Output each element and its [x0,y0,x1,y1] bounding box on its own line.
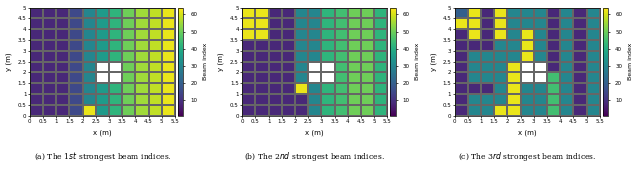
Y-axis label: y (m): y (m) [6,52,12,71]
Y-axis label: Beam index: Beam index [203,43,208,80]
Y-axis label: Beam index: Beam index [415,43,420,80]
Text: (c) The 3$\mathit{rd}$ strongest beam indices.: (c) The 3$\mathit{rd}$ strongest beam in… [458,150,596,163]
X-axis label: x (m): x (m) [518,130,536,136]
Y-axis label: Beam index: Beam index [628,43,633,80]
X-axis label: x (m): x (m) [305,130,324,136]
Text: (a) The 1$\mathit{st}$ strongest beam indices.: (a) The 1$\mathit{st}$ strongest beam in… [33,150,171,163]
Text: (b) The 2$\mathit{nd}$ strongest beam indices.: (b) The 2$\mathit{nd}$ strongest beam in… [244,150,385,163]
Y-axis label: y (m): y (m) [218,52,225,71]
Y-axis label: y (m): y (m) [430,52,437,71]
X-axis label: x (m): x (m) [93,130,111,136]
